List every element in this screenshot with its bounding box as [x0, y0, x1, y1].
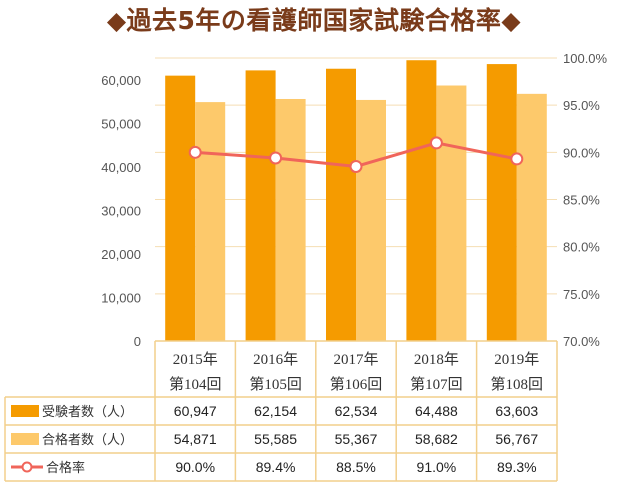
rate-point: [269, 151, 283, 165]
y-right-tick-label: 100.0%: [563, 51, 608, 66]
y-right-tick-label: 80.0%: [563, 240, 600, 255]
bar-examinees: [486, 64, 517, 341]
y-left-tick-label: 20,000: [101, 247, 141, 262]
row-examinees-value: 62,534: [335, 403, 378, 419]
row-examinees-value: 64,488: [415, 403, 458, 419]
bar-passers: [195, 102, 226, 342]
rate-point: [349, 159, 363, 173]
category-exam: 第106回: [330, 375, 383, 393]
bar-passers: [436, 85, 467, 341]
rate-point: [510, 152, 524, 166]
rate-point: [188, 145, 202, 159]
category-year: 2018年: [414, 351, 459, 368]
row-examinees-value: 63,603: [495, 403, 538, 419]
row-examinees-value: 62,154: [254, 403, 297, 419]
bar-passers: [275, 98, 306, 342]
bar-examinees: [326, 68, 356, 342]
row-passers-value: 54,871: [174, 431, 217, 447]
category-year: 2016年: [253, 351, 298, 368]
rate-point: [429, 136, 443, 150]
bar-passers: [516, 93, 547, 341]
category-year: 2017年: [333, 351, 378, 368]
row-passers-value: 56,767: [495, 431, 538, 447]
y-right-tick-label: 85.0%: [563, 193, 600, 208]
category-year: 2015年: [173, 351, 218, 368]
row-passers-value: 58,682: [415, 431, 458, 447]
row-rate-value: 89.4%: [256, 459, 296, 475]
category-exam: 第105回: [249, 375, 302, 393]
bar-examinees: [165, 75, 196, 341]
y-right-tick-label: 70.0%: [563, 334, 600, 349]
y-left-tick-label: 40,000: [101, 160, 141, 175]
y-left-tick-label: 60,000: [101, 73, 141, 88]
legend-swatch: [11, 405, 39, 417]
bar-passers: [356, 99, 386, 341]
row-rate-value: 91.0%: [417, 459, 457, 475]
row-rate-label: 合格率: [46, 460, 85, 476]
bar-examinees: [406, 60, 437, 342]
row-passers-label: 合格者数（人）: [42, 432, 133, 448]
y-left-tick-label: 0: [134, 334, 141, 349]
y-left-tick-label: 10,000: [101, 290, 141, 305]
y-right-tick-label: 95.0%: [563, 98, 600, 113]
row-passers-value: 55,585: [254, 431, 297, 447]
row-examinees-value: 60,947: [174, 403, 217, 419]
page-title: ◆過去5年の看護師国家試験合格率◆: [106, 6, 522, 35]
category-exam: 第107回: [410, 375, 463, 393]
y-right-tick-label: 75.0%: [563, 287, 600, 302]
category-exam: 第108回: [491, 375, 544, 393]
category-year: 2019年: [494, 351, 539, 368]
row-rate-value: 90.0%: [175, 459, 215, 475]
y-left-tick-label: 30,000: [101, 203, 141, 218]
row-passers-value: 55,367: [335, 431, 378, 447]
y-left-tick-label: 50,000: [101, 116, 141, 131]
category-exam: 第104回: [169, 375, 222, 393]
row-rate-value: 89.3%: [497, 459, 537, 475]
y-right-tick-label: 90.0%: [563, 145, 600, 160]
legend-marker: [21, 461, 33, 473]
row-examinees-label: 受験者数（人）: [42, 405, 133, 420]
legend-swatch: [11, 433, 39, 445]
bar-examinees: [245, 70, 276, 341]
row-rate-value: 88.5%: [336, 459, 376, 475]
